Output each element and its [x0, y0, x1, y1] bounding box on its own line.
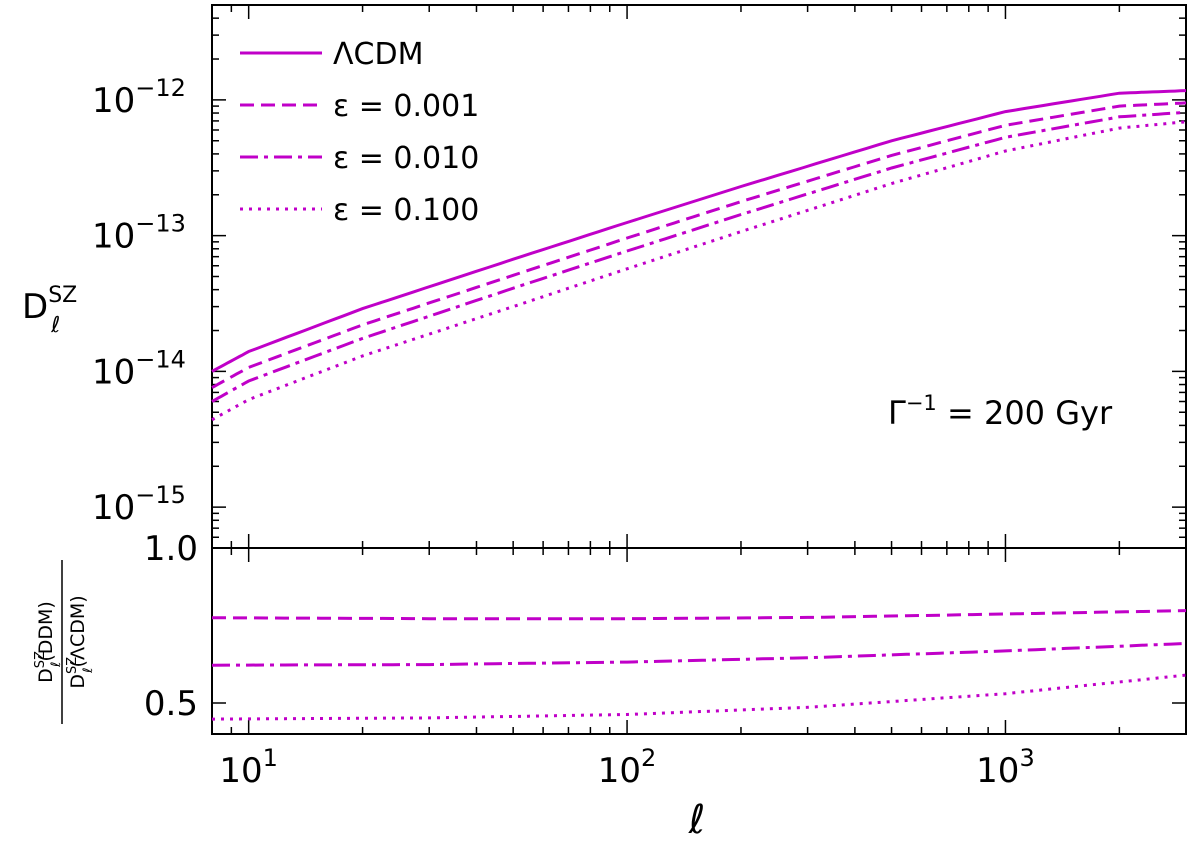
top-panel-frame: [211, 4, 1187, 549]
y-tick-label: 10−14: [92, 345, 186, 392]
xtick-labels: 101 102 103: [219, 744, 1034, 791]
decay-lifetime-annotation: Γ−1 = 200 Gyr: [888, 391, 1113, 432]
y-tick-label: 0.5: [144, 684, 198, 724]
ratio-ylabel: DSZℓ(DDM) DSZℓ(ΛCDM): [33, 560, 96, 724]
svg-text:DSZℓ(DDM): DSZℓ(DDM): [33, 601, 64, 683]
top-panel-series: [211, 89, 1187, 422]
bottom-panel-frame: [211, 547, 1187, 735]
legend-label: ε = 0.100: [333, 193, 479, 228]
y-tick-label: 1.0: [144, 529, 198, 569]
series-line-solid: [211, 89, 1187, 373]
svg-text:DSZℓ(ΛCDM): DSZℓ(ΛCDM): [65, 595, 96, 688]
series-line-dashed: [212, 609, 1187, 621]
bottom-panel-ytick-labels: 0.5 1.0: [144, 529, 198, 724]
y-tick-label: 10−13: [92, 210, 186, 257]
y-tick-label: 10−12: [92, 74, 186, 121]
series-line-dashdot: [211, 642, 1187, 667]
bottom-panel: 0.5 1.0 101 102 103 ℓ DSZℓ(DDM) DSZℓ(ΛCDM): [33, 529, 1187, 843]
top-panel: 10−15 10−14 10−13 10−12 ΛCDM ε = 0.001 ε = 0.…: [22, 4, 1187, 549]
series-line-dashed: [211, 101, 1187, 389]
bottom-panel-series: [211, 609, 1187, 721]
legend-label: ΛCDM: [333, 37, 423, 72]
y-tick-label: 10−15: [92, 481, 186, 528]
series-line-dashdot: [211, 110, 1187, 403]
bottom-panel-ticks: [211, 547, 1187, 734]
series-line-dotted: [211, 673, 1187, 721]
x-tick-label: 101: [219, 744, 278, 791]
legend: ΛCDM ε = 0.001 ε = 0.010 ε = 0.100: [240, 37, 479, 228]
top-ylabel: DSZ ℓ: [22, 283, 77, 338]
legend-label: ε = 0.001: [333, 89, 479, 124]
top-panel-ticks: [211, 4, 1187, 549]
x-tick-label: 103: [976, 744, 1035, 791]
x-tick-label: 102: [598, 744, 657, 791]
top-panel-ytick-labels: 10−15 10−14 10−13 10−12: [92, 74, 186, 528]
legend-label: ε = 0.010: [333, 141, 479, 176]
x-axis-label: ℓ: [688, 797, 706, 843]
